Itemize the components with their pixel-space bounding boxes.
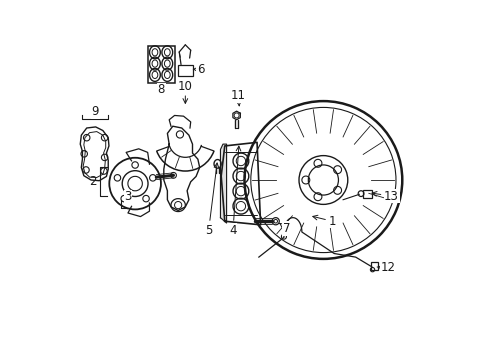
Text: 13: 13 [371,190,398,203]
Text: 7: 7 [279,222,290,235]
Bar [370,262,377,270]
Text: 4: 4 [229,146,241,237]
Text: 5: 5 [204,163,219,237]
Bar [147,45,174,83]
Text: 6: 6 [193,63,204,76]
Text: 9: 9 [91,105,99,118]
Text: 12: 12 [376,261,395,274]
Text: 10: 10 [178,80,192,103]
Bar [362,190,371,198]
Text: 3: 3 [124,190,131,203]
Bar [178,64,192,76]
Text: 2: 2 [88,175,96,188]
Text: 8: 8 [157,83,164,96]
Polygon shape [220,144,226,223]
Text: 1: 1 [312,215,335,228]
Text: 11: 11 [230,89,245,106]
